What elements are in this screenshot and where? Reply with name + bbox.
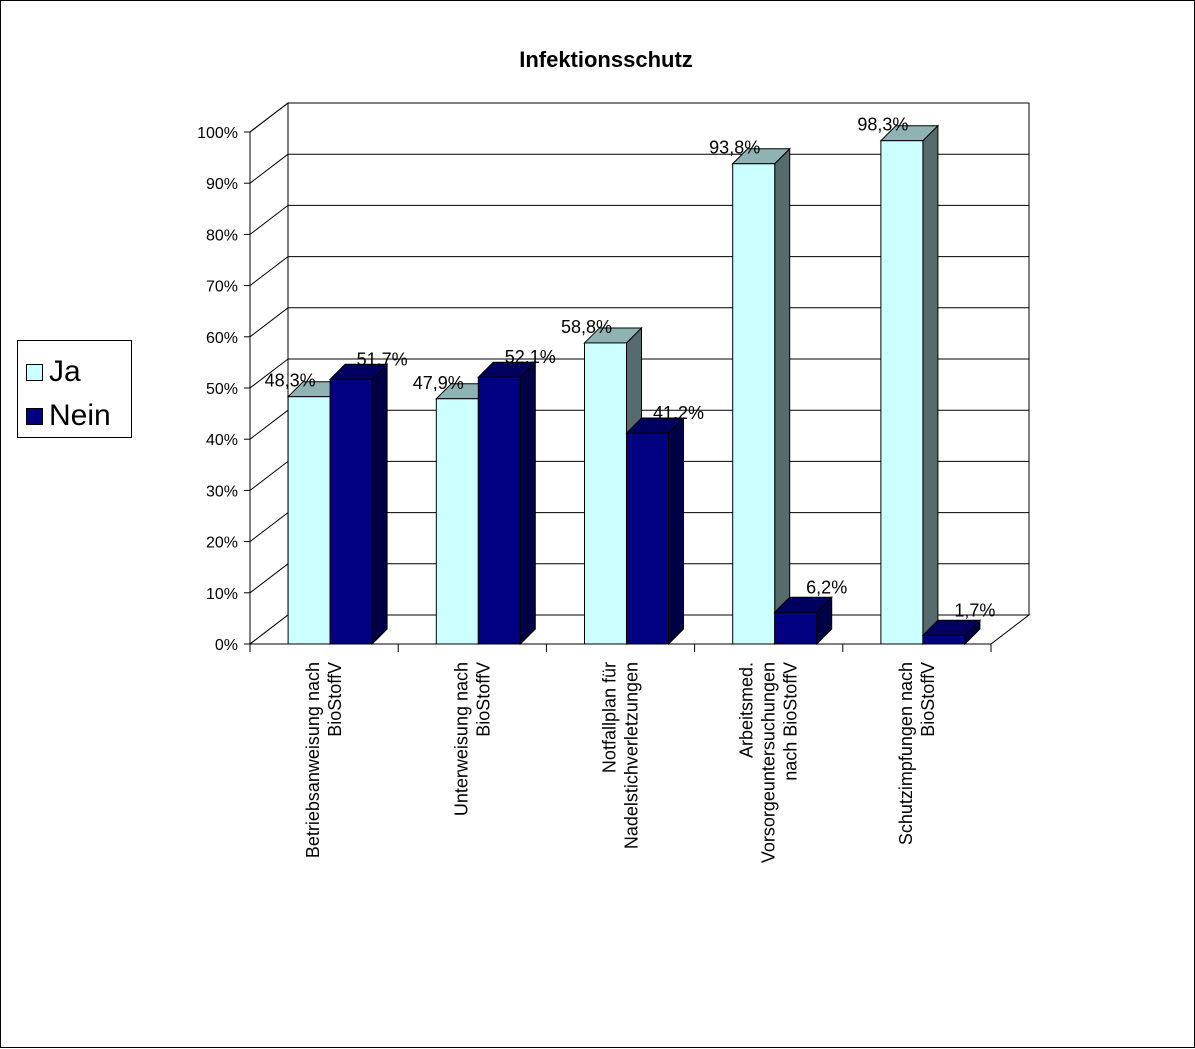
y-tick-label: 30% xyxy=(206,483,238,500)
x-category-label-line: nach BioStoffV xyxy=(781,662,801,781)
chart-title: Infektionsschutz xyxy=(519,47,693,72)
data-label: 98,3% xyxy=(857,115,908,135)
legend-swatch-ja xyxy=(26,363,43,381)
y-tick-label: 10% xyxy=(206,586,238,603)
y-tick-label: 60% xyxy=(206,330,238,347)
bar-side xyxy=(371,363,388,646)
gridline-side xyxy=(249,461,289,491)
data-label: 52,1% xyxy=(505,347,556,367)
x-category-label-line: BioStoffV xyxy=(473,662,493,737)
data-label: 47,9% xyxy=(413,373,464,393)
x-category-label: Arbeitsmed. Vorsorgeuntersuchungen nach Bi… xyxy=(737,662,801,863)
legend-label-nein: Nein xyxy=(49,399,111,432)
x-category-label-line: Arbeitsmed. xyxy=(737,662,757,758)
bar-ja xyxy=(287,396,331,645)
y-tick-label: 20% xyxy=(206,535,238,552)
x-category-label: Notfallplan für Nadelstichverletzungen xyxy=(600,662,642,849)
data-label: 41,2% xyxy=(653,403,704,423)
bar-nein xyxy=(477,376,521,645)
x-category-label-line: Betriebsanweisung nach xyxy=(303,662,323,858)
data-label: 1,7% xyxy=(954,600,995,620)
gridline-side xyxy=(249,307,289,338)
gridline-side xyxy=(249,563,289,594)
gridline-side xyxy=(249,358,289,389)
y-tick-label: 50% xyxy=(206,381,238,398)
x-category-label-line: Nadelstichverletzungen xyxy=(622,662,642,849)
gridline-side xyxy=(249,205,289,235)
gridline-side xyxy=(249,256,289,286)
x-category-label-line: Notfallplan für xyxy=(600,662,620,773)
data-label: 93,8% xyxy=(709,138,760,158)
x-category-label: Betriebsanweisung nach BioStoffV xyxy=(303,662,345,858)
x-category-label: Unterweisung nach BioStoffV xyxy=(451,662,493,816)
gridline-side xyxy=(249,409,289,440)
gridline-side xyxy=(249,153,289,184)
y-tick-label: 70% xyxy=(206,279,238,296)
bar-nein xyxy=(922,634,966,645)
bar-side xyxy=(774,147,791,646)
legend-item-ja: Ja xyxy=(26,357,81,387)
y-tick-label: 40% xyxy=(206,432,238,449)
legend-swatch-nein xyxy=(26,407,43,425)
x-category-label-line: BioStoffV xyxy=(918,662,938,737)
legend-item-nein: Nein xyxy=(26,401,111,431)
data-label: 6,2% xyxy=(806,577,847,597)
x-category-label-line: Schutzimpfungen nach xyxy=(896,662,916,845)
bar-side xyxy=(922,124,939,646)
y-tick-label: 0% xyxy=(215,637,238,654)
y-tick-label: 80% xyxy=(206,227,238,244)
bar-nein xyxy=(774,611,818,645)
bar-side xyxy=(668,416,684,646)
data-label: 58,8% xyxy=(561,317,612,337)
x-category-label: Schutzimpfungen nach BioStoffV xyxy=(896,662,938,845)
x-category-label-line: Unterweisung nach xyxy=(451,662,471,816)
bar-ja xyxy=(584,342,627,645)
legend: Ja Nein xyxy=(17,340,132,438)
bar-side xyxy=(519,361,536,646)
x-category-label-line: Vorsorgeuntersuchungen xyxy=(759,662,779,863)
data-label: 48,3% xyxy=(265,371,316,391)
y-tick-label: 100% xyxy=(197,125,238,142)
bar-ja xyxy=(880,140,924,645)
gridline-side xyxy=(249,102,289,133)
gridline-side xyxy=(249,512,289,542)
x-category-label-line: BioStoffV xyxy=(325,662,345,737)
y-tick-label: 90% xyxy=(206,176,238,193)
data-label: 51,7% xyxy=(357,349,408,369)
bar-nein xyxy=(329,378,373,645)
bar-nein xyxy=(626,432,669,645)
bar-ja xyxy=(435,398,479,645)
bar-ja xyxy=(732,163,776,645)
legend-label-ja: Ja xyxy=(49,355,81,388)
